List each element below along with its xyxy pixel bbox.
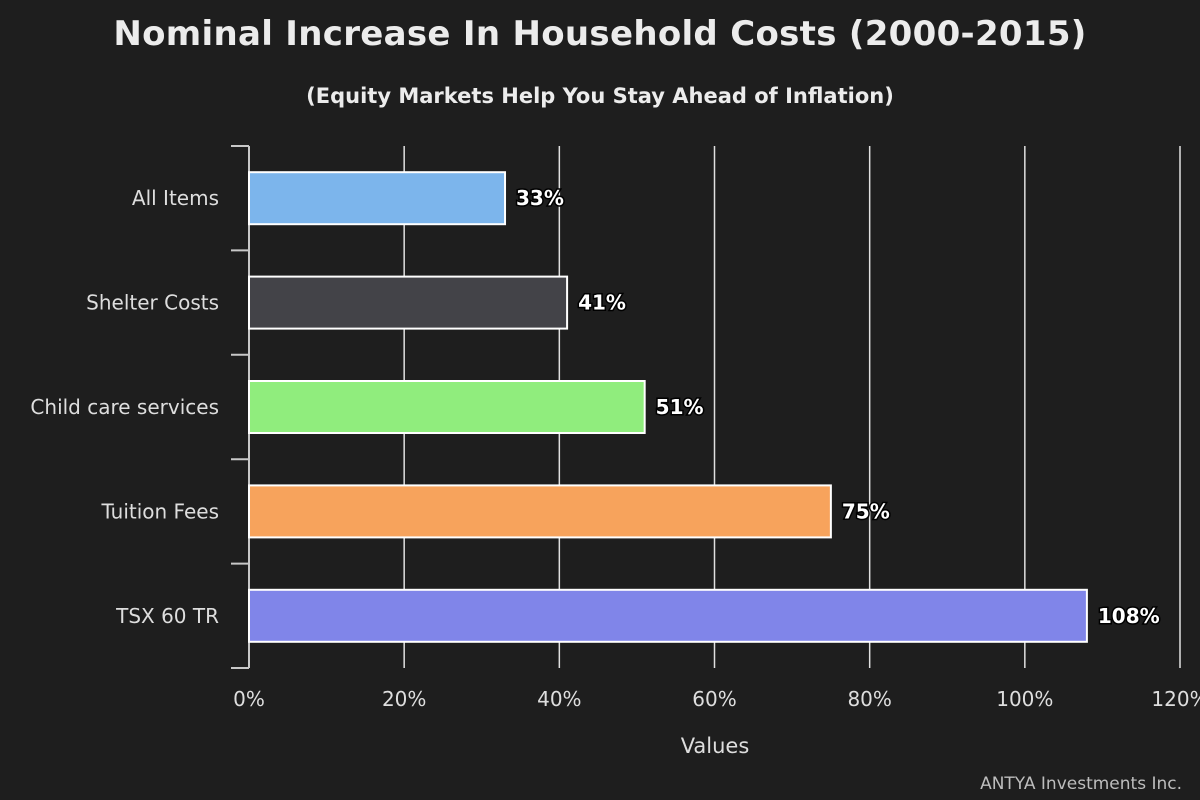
category-label: Child care services (30, 395, 219, 419)
data-label: 51% (656, 395, 704, 419)
chart-title: Nominal Increase In Household Costs (200… (113, 14, 1087, 54)
category-label: All Items (132, 186, 219, 210)
y-axis (231, 145, 250, 669)
x-axis-tick-labels: 0% 20% 40% 60% 80% 100% 120% (233, 687, 1200, 711)
x-tick-label: 100% (996, 687, 1053, 711)
bar-all-items (248, 171, 507, 226)
category-label: Shelter Costs (86, 291, 219, 315)
x-tick-label: 60% (692, 687, 736, 711)
data-label: 41% (578, 291, 626, 315)
category-labels: All Items Shelter Costs Child care service… (30, 186, 219, 628)
x-axis-title: Values (681, 734, 750, 758)
credits[interactable]: ANTYA Investments Inc. (980, 774, 1182, 794)
bar-tsx-60-tr (248, 588, 1088, 643)
data-label: 75% (842, 499, 890, 523)
chart-subtitle: (Equity Markets Help You Stay Ahead of I… (306, 84, 894, 108)
x-tick-label: 0% (233, 687, 265, 711)
category-label: Tuition Fees (100, 499, 219, 523)
bars (248, 171, 1088, 643)
bar-child-care-services (248, 380, 646, 434)
data-label: 108% (1098, 604, 1160, 628)
bar-tuition-fees (248, 484, 832, 539)
category-label: TSX 60 TR (115, 604, 219, 628)
bar-shelter-costs (248, 275, 569, 330)
data-labels: 33% 41% 51% 75% 108% (515, 185, 1162, 630)
x-tick-label: 40% (537, 687, 581, 711)
x-tick-label: 80% (847, 687, 891, 711)
data-label: 33% (516, 186, 564, 210)
x-tick-label: 20% (382, 687, 426, 711)
x-tick-label: 120% (1151, 687, 1200, 711)
